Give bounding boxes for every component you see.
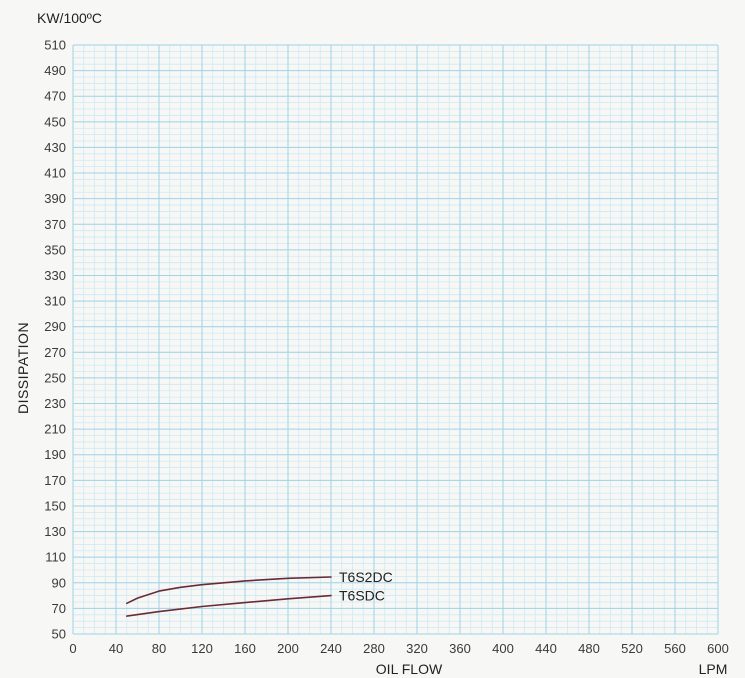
series-label-t6sdc: T6SDC	[339, 588, 385, 604]
y-tick-label: 170	[44, 473, 66, 488]
y-tick-label: 250	[44, 370, 66, 385]
y-tick-label: 350	[44, 242, 66, 257]
y-tick-label: 430	[44, 140, 66, 155]
grid-minor	[72, 44, 719, 635]
x-axis-title: OIL FLOW	[376, 661, 443, 677]
x-tick-label: 480	[578, 641, 600, 656]
y-tick-label: 330	[44, 268, 66, 283]
y-axis-unit: KW/100ºC	[37, 10, 102, 26]
x-axis-unit: LPM	[699, 661, 728, 677]
x-tick-label: 320	[406, 641, 428, 656]
x-tick-label: 0	[69, 641, 76, 656]
x-tick-label: 400	[492, 641, 514, 656]
x-tick-label: 40	[109, 641, 123, 656]
x-tick-label: 280	[363, 641, 385, 656]
y-tick-label: 110	[45, 550, 66, 565]
y-tick-label: 390	[44, 191, 66, 206]
y-tick-label: 230	[44, 396, 66, 411]
grid-major	[72, 44, 719, 635]
x-tick-label: 360	[449, 641, 471, 656]
x-tick-label: 440	[535, 641, 557, 656]
y-tick-label: 70	[52, 601, 66, 616]
x-tick-label: 200	[277, 641, 299, 656]
y-tick-label: 130	[44, 524, 66, 539]
series-line-t6sdc	[126, 594, 332, 617]
y-tick-label: 370	[44, 217, 66, 232]
y-tick-label: 450	[44, 114, 66, 129]
y-axis-title: DISSIPATION	[15, 322, 31, 414]
y-tick-label: 470	[44, 89, 66, 104]
y-tick-label: 190	[44, 447, 66, 462]
y-tick-label: 310	[44, 294, 66, 309]
y-tick-label: 150	[44, 498, 66, 513]
x-tick-label: 80	[152, 641, 166, 656]
y-tick-label: 210	[44, 422, 66, 437]
x-tick-label: 240	[320, 641, 342, 656]
y-tick-label: 490	[44, 63, 66, 78]
series-label-t6s2dc: T6S2DC	[339, 569, 393, 585]
x-tick-label: 600	[707, 641, 729, 656]
x-tick-label: 520	[621, 641, 643, 656]
y-tick-label: 510	[44, 38, 66, 53]
y-tick-label: 90	[52, 575, 66, 590]
x-tick-label: 160	[234, 641, 256, 656]
y-tick-label: 50	[52, 627, 66, 642]
series-line-t6s2dc	[126, 576, 332, 605]
y-tick-label: 290	[44, 319, 66, 334]
y-tick-label: 410	[44, 166, 66, 181]
series-layer: T6S2DC T6SDC	[126, 569, 393, 617]
tick-layer: 0 40 80 120 160 200 240 280 320 360 400 440 480 520 56…	[44, 38, 729, 657]
y-tick-label: 270	[44, 345, 66, 360]
x-tick-label: 120	[191, 641, 213, 656]
x-tick-label: 560	[664, 641, 686, 656]
